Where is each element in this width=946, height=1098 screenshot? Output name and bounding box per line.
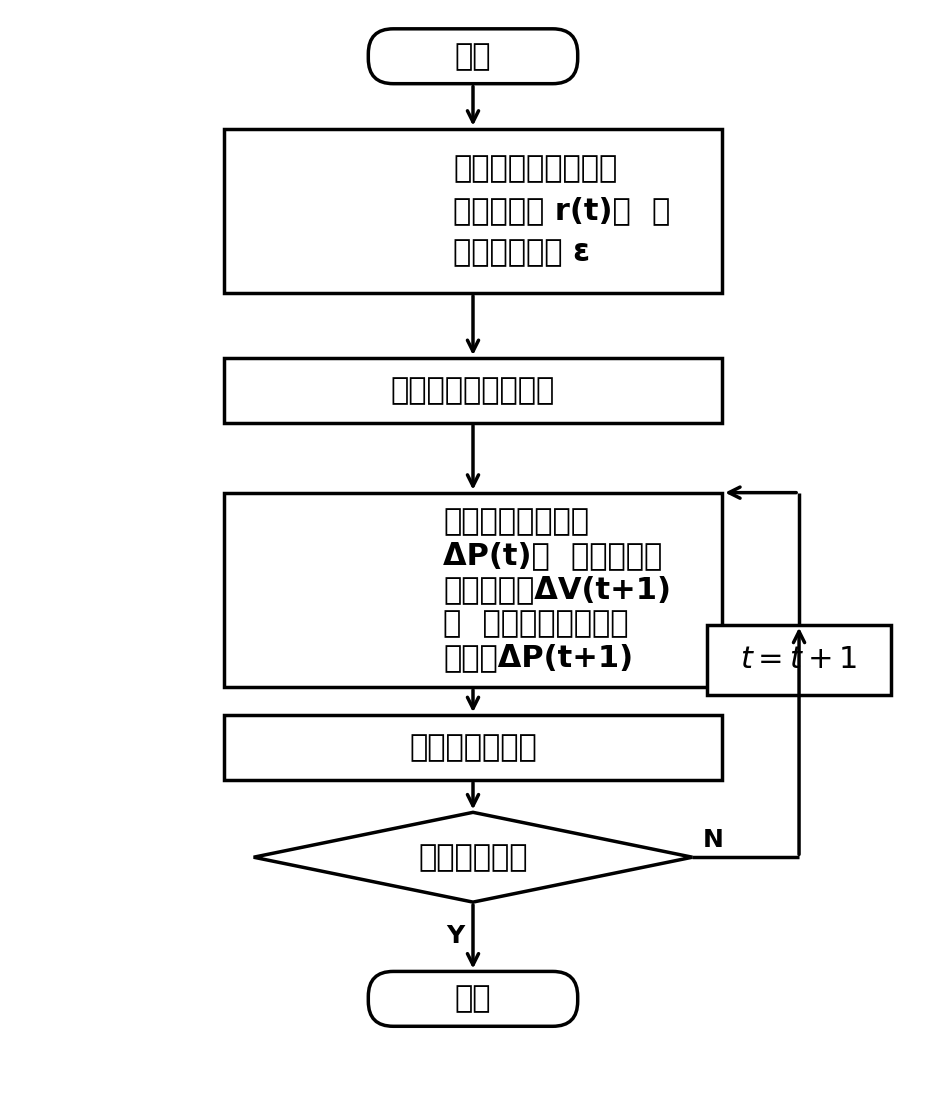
Text: 络输出ΔP(t+1): 络输出ΔP(t+1) (443, 643, 633, 672)
Text: 止条件的阈值 ε: 止条件的阈值 ε (453, 238, 590, 267)
Bar (224, 493, 722, 687)
Polygon shape (254, 813, 692, 903)
Text: 三个网络权値初始化: 三个网络权値初始化 (391, 376, 555, 405)
Text: 计算执行网络输出: 计算执行网络输出 (443, 507, 589, 537)
Text: 始强化函数 r(t)，  终: 始强化函数 r(t)， 终 (453, 197, 671, 225)
FancyBboxPatch shape (368, 29, 578, 83)
Bar (224, 715, 722, 780)
Text: 刻系统状态ΔV(t+1): 刻系统状态ΔV(t+1) (443, 575, 671, 604)
Text: $t = t+1$: $t = t+1$ (741, 646, 858, 674)
FancyBboxPatch shape (368, 972, 578, 1027)
Text: 设定动态等值系统初: 设定动态等值系统初 (453, 155, 618, 183)
Text: 更新各网络权値: 更新各网络权値 (409, 733, 537, 762)
Bar (707, 625, 891, 695)
Text: 是否满足要求: 是否满足要求 (418, 843, 528, 872)
Bar (224, 358, 722, 423)
Text: 结束: 结束 (455, 985, 491, 1013)
Bar (224, 128, 722, 293)
Text: 开始: 开始 (455, 42, 491, 70)
Text: ，  计算下一时刻各网: ， 计算下一时刻各网 (443, 609, 628, 638)
Text: Y: Y (446, 925, 464, 948)
Text: ΔP(t)，  得到下一时: ΔP(t)， 得到下一时 (443, 541, 662, 571)
Text: N: N (702, 828, 723, 852)
